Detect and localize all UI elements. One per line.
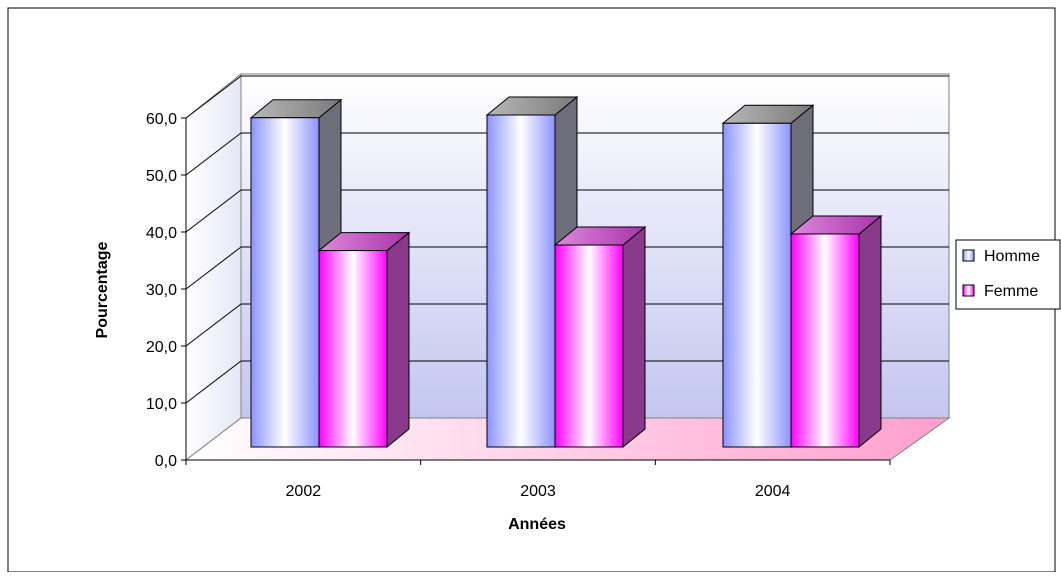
y-tick-label: 10,0 bbox=[146, 396, 177, 413]
gridline-side bbox=[185, 303, 242, 347]
bar-side-femme-2002 bbox=[386, 231, 410, 449]
y-axis-title: Pourcentage bbox=[94, 241, 111, 338]
legend-label-femme: Femme bbox=[984, 283, 1038, 300]
bar-femme-2002 bbox=[318, 250, 388, 448]
gridline-side bbox=[185, 75, 242, 119]
bar-homme-2002 bbox=[250, 117, 320, 448]
gridline-side bbox=[185, 246, 242, 290]
x-tick-label: 2003 bbox=[520, 483, 556, 500]
y-tick-label: 0,0 bbox=[155, 453, 177, 470]
legend-swatch-femme bbox=[962, 284, 975, 297]
x-axis-title: Années bbox=[508, 516, 566, 533]
bar-side-femme-2004 bbox=[858, 214, 882, 449]
bar-side-femme-2003 bbox=[622, 225, 646, 449]
x-tick-label: 2002 bbox=[286, 483, 322, 500]
x-axis: 2002 2003 2004 bbox=[185, 459, 891, 500]
legend-swatch-homme bbox=[962, 249, 975, 262]
gridline-side bbox=[185, 360, 242, 404]
bar-homme-2004 bbox=[722, 122, 792, 448]
legend: Homme Femme bbox=[955, 239, 1061, 310]
bar-femme-2003 bbox=[554, 244, 624, 448]
x-tick-label: 2004 bbox=[755, 483, 791, 500]
side-wall bbox=[185, 72, 242, 462]
y-tick-label: 50,0 bbox=[146, 168, 177, 185]
y-axis: 0,0 10,0 20,0 30,0 40,0 50,0 60,0 bbox=[146, 111, 187, 470]
bar-femme-2004 bbox=[790, 233, 860, 448]
gridline-side bbox=[185, 189, 242, 233]
legend-label-homme: Homme bbox=[984, 248, 1040, 265]
y-tick-label: 30,0 bbox=[146, 282, 177, 299]
bar-homme-2003 bbox=[486, 114, 556, 448]
bars bbox=[249, 95, 883, 449]
gridline-side bbox=[185, 132, 242, 176]
y-tick-label: 60,0 bbox=[146, 111, 177, 128]
y-tick-label: 20,0 bbox=[146, 339, 177, 356]
y-tick-label: 40,0 bbox=[146, 225, 177, 242]
